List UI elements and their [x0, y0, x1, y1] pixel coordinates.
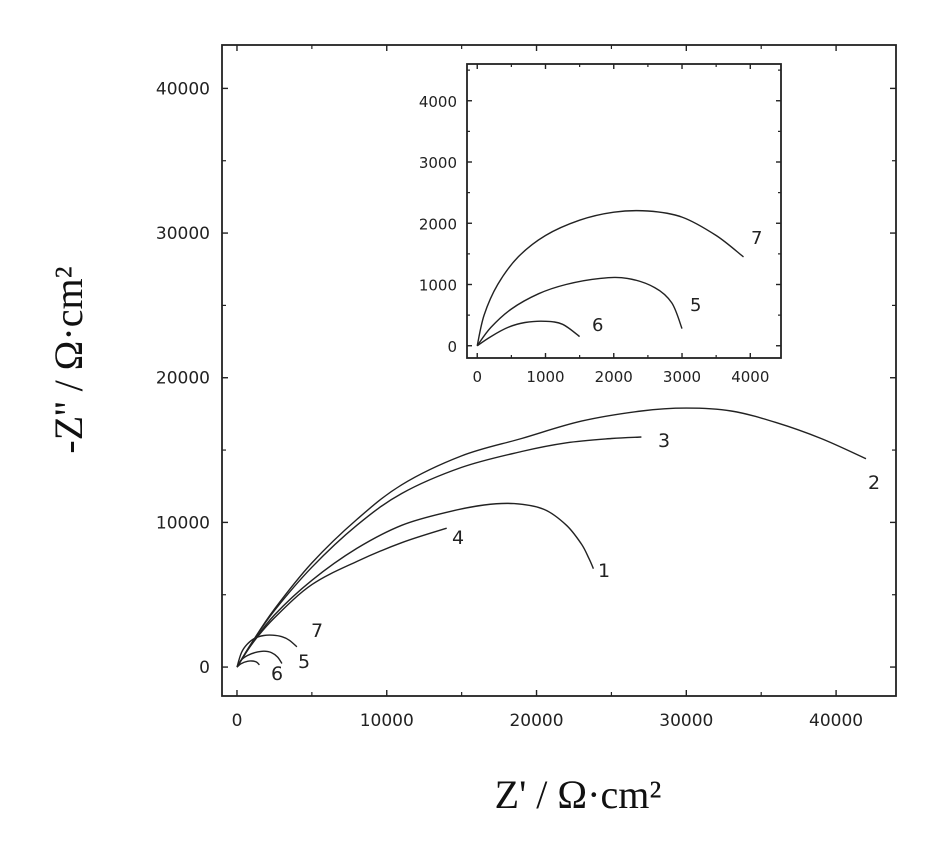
- inset-plot-frame: [466, 63, 782, 359]
- inset-y-tick-label: 0: [447, 338, 457, 356]
- main-curve-label-6: 6: [271, 663, 283, 685]
- main-y-tick-label: 0: [199, 658, 210, 678]
- inset-x-tick-label: 4000: [731, 368, 769, 386]
- inset-curve-5: [476, 276, 683, 347]
- main-curve-label-1: 1: [598, 560, 610, 582]
- inset-y-tick-label: 4000: [419, 93, 457, 111]
- main-curve-7: [236, 634, 298, 668]
- main-x-tick-label: 40000: [809, 711, 863, 731]
- main-x-tick-label: 20000: [509, 711, 563, 731]
- main-curve-label-7: 7: [311, 620, 323, 642]
- main-curve-label-5: 5: [298, 651, 310, 673]
- main-plot: 0 10000 20000 30000 400000100002000030000400…: [156, 45, 896, 731]
- main-y-tick-label: 20000: [156, 369, 210, 389]
- main-x-tick-label: 30000: [659, 711, 713, 731]
- main-curve-6: [236, 660, 260, 668]
- main-y-tick-label: 10000: [156, 513, 210, 533]
- inset-curve-6: [476, 320, 581, 347]
- main-curve-1: [236, 502, 595, 668]
- inset-y-tick-label: 3000: [419, 154, 457, 172]
- inset-curve-label-5: 5: [690, 295, 701, 316]
- inset-curve-label-6: 6: [592, 315, 603, 336]
- main-curve-label-2: 2: [868, 472, 880, 494]
- main-curve-label-4: 4: [452, 527, 464, 549]
- inset-x-tick-label: 2000: [595, 368, 633, 386]
- main-curve-5: [236, 650, 283, 668]
- inset-x-tick-label: 1000: [526, 368, 564, 386]
- inset-plot: 0 1000 2000 3000 4000 0 1000 2000 3000 4000 5 6 7: [419, 64, 781, 386]
- main-y-tick-label: 30000: [156, 224, 210, 244]
- main-curve-3: [236, 436, 642, 668]
- x-axis-title: Z' / Ω·cm²: [495, 772, 662, 817]
- inset-y-tick-label: 1000: [419, 277, 457, 295]
- inset-x-tick-label: 3000: [663, 368, 701, 386]
- inset-curve-7: [476, 209, 744, 346]
- y-axis-title: -Z'' / Ω·cm²: [46, 266, 91, 453]
- inset-y-tick-label: 2000: [419, 215, 457, 233]
- inset-curve-label-7: 7: [751, 228, 762, 249]
- main-x-tick-label: 10000: [360, 711, 414, 731]
- inset-x-tick-label: 0: [472, 368, 482, 386]
- main-curve-4: [236, 527, 447, 668]
- main-x-tick-label: 0: [232, 711, 243, 731]
- main-y-tick-label: 40000: [156, 79, 210, 99]
- main-curve-label-3: 3: [658, 430, 670, 452]
- main-plot-frame: [221, 44, 897, 697]
- main-curve-2: [236, 407, 867, 668]
